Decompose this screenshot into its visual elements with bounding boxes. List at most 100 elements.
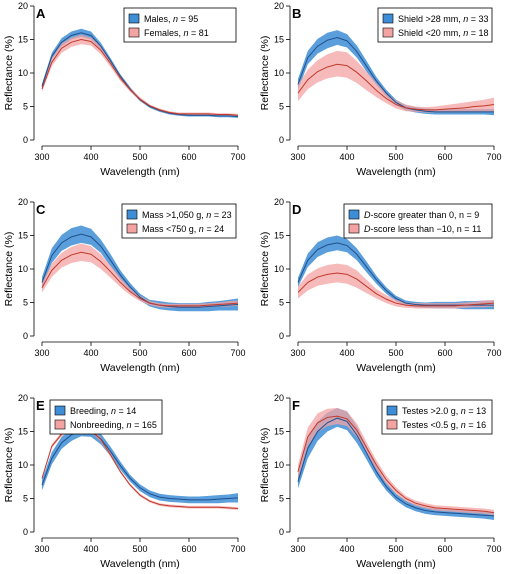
x-tick-label: 500 [388,544,403,554]
legend-frame [49,399,163,435]
legend-entry: Females, n = 81 [144,28,209,38]
series-line-1 [297,63,495,111]
series-band-1 [298,408,494,516]
series-band-0 [42,424,238,504]
series-line-1 [297,415,495,514]
y-tick-label: 0 [23,135,28,145]
y-tick-label: 20 [274,197,284,207]
series-line-1 [41,38,239,116]
legend-swatch [348,209,360,220]
y-tick-label: 10 [18,264,28,274]
x-tick-label: 600 [437,152,452,162]
legend: Males, n = 95 Females, n = 81 [123,7,237,43]
legend-entry: Breeding, n = 14 [70,406,136,416]
y-tick-label: 0 [23,527,28,537]
panel-letter: D [292,202,301,217]
y-tick-label: 5 [23,102,28,112]
legend-frame [123,7,237,43]
y-tick-label: 15 [18,35,28,45]
y-tick-label: 15 [274,35,284,45]
y-axis-title: Reflectance (%) [259,428,271,503]
panel-e: 300 400 500 600 700 0 5 10 15 20 Wavelength (nm) Re… [3,393,246,570]
y-tick-label: 5 [279,298,284,308]
legend: D-score greater than 0, n = 9 D-score les… [343,203,493,239]
y-tick-label: 20 [274,1,284,11]
x-tick-label: 400 [339,348,354,358]
panel-f: 300 400 500 600 700 0 5 10 15 20 Wavelength (nm) Re… [259,393,502,570]
legend-entry: D-score greater than 0, n = 9 [364,210,479,220]
legend-swatch [386,419,398,430]
legend-entry: Testes >2.0 g, n = 13 [402,406,486,416]
y-tick-label: 15 [274,231,284,241]
legend: Mass >1,050 g, n = 23 Mass <750 g, n = 24 [121,203,237,239]
series-line-1 [41,251,239,307]
series-line-0 [41,233,239,308]
panel-letter: B [292,6,301,21]
y-tick-label: 15 [18,427,28,437]
x-tick-label: 400 [339,152,354,162]
legend: Testes >2.0 g, n = 13 Testes <0.5 g, n = … [381,399,493,435]
legend-frame [121,203,237,239]
y-tick-label: 20 [18,393,28,403]
legend-frame [381,399,493,435]
legend-entry: Mass >1,050 g, n = 23 [142,210,232,220]
x-tick-label: 400 [339,544,354,554]
y-tick-label: 15 [274,427,284,437]
legend-swatch [386,405,398,416]
panel-b: 300 400 500 600 700 0 5 10 15 20 Wavelength (nm) Re… [259,1,502,178]
legend-swatch [128,13,140,24]
x-tick-label: 300 [290,544,305,554]
panel-d: 300 400 500 600 700 0 5 10 15 20 Wavelength (nm) Re… [259,197,502,374]
legend-swatch [382,27,394,38]
legend: Breeding, n = 14 Nonbreeding, n = 165 [49,399,163,435]
legend-entry: D-score less than −10, n = 11 [364,224,481,234]
x-tick-label: 500 [132,152,147,162]
legend-entry: Shield >28 mm, n = 33 [398,14,489,24]
panel-letter: E [36,398,45,413]
series-line-0 [297,36,494,113]
legend-swatch [126,209,138,220]
y-tick-label: 10 [274,68,284,78]
panel-letter: C [36,202,46,217]
x-tick-label: 600 [437,544,452,554]
x-tick-label: 600 [181,152,196,162]
x-tick-label: 700 [486,348,501,358]
y-tick-label: 10 [274,460,284,470]
x-axis-title: Wavelength (nm) [356,166,436,178]
x-tick-label: 700 [486,152,501,162]
x-tick-label: 600 [181,348,196,358]
y-axis-title: Reflectance (%) [3,36,15,111]
legend-swatch [54,405,66,416]
x-tick-label: 500 [388,152,403,162]
x-tick-label: 300 [290,348,305,358]
panel-letter: A [36,6,46,21]
y-tick-label: 20 [18,197,28,207]
y-tick-label: 15 [18,231,28,241]
y-tick-label: 10 [18,68,28,78]
x-axis-title: Wavelength (nm) [100,166,180,178]
y-tick-label: 5 [23,494,28,504]
legend-entry: Nonbreeding, n = 165 [70,420,157,430]
series-line-0 [41,32,239,118]
y-tick-label: 5 [279,102,284,112]
legend-entry: Males, n = 95 [144,14,198,24]
y-tick-label: 20 [18,1,28,11]
x-tick-label: 500 [132,348,147,358]
series-band-1 [298,50,494,113]
legend-frame [343,203,493,239]
x-axis-title: Wavelength (nm) [356,362,436,374]
y-axis-title: Reflectance (%) [3,428,15,503]
legend-entry: Shield <20 mm, n = 18 [398,28,489,38]
x-axis-title: Wavelength (nm) [100,362,180,374]
x-tick-label: 700 [230,348,245,358]
y-tick-label: 20 [274,393,284,403]
legend-swatch [126,223,138,234]
x-tick-label: 600 [181,544,196,554]
x-tick-label: 500 [388,348,403,358]
x-axis-title: Wavelength (nm) [356,558,436,570]
y-tick-label: 0 [279,527,284,537]
legend: Shield >28 mm, n = 33 Shield <20 mm, n = … [377,7,493,43]
x-tick-label: 700 [230,152,245,162]
series-band-1 [42,243,238,308]
